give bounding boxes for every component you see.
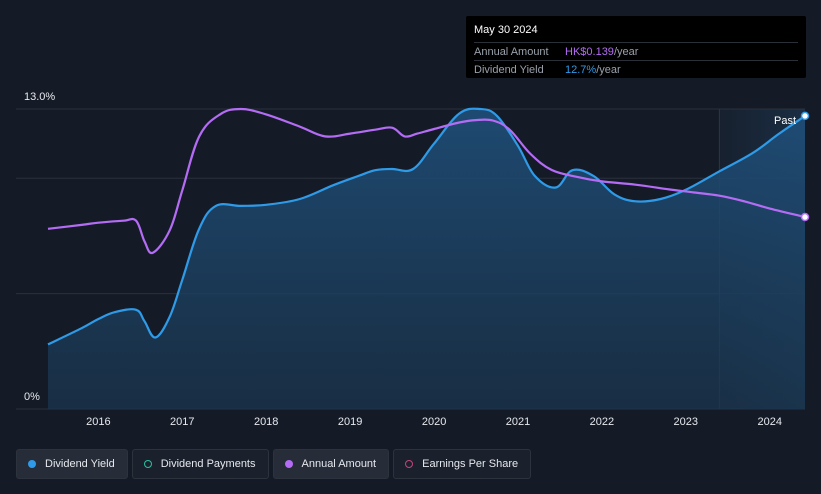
- legend-earnings-per-share[interactable]: Earnings Per Share: [393, 449, 532, 479]
- legend-dot-earnings-per-share: [405, 460, 414, 468]
- past-label: Past: [774, 115, 797, 127]
- tooltip-yield-unit: /year: [596, 63, 621, 76]
- tooltip-yield-value: 12.7%: [565, 63, 597, 76]
- legend-label-dividend-yield: Dividend Yield: [45, 458, 115, 470]
- x-tick-2020: 2020: [421, 416, 447, 428]
- x-tick-2022: 2022: [589, 416, 615, 428]
- x-tick-2019: 2019: [337, 416, 363, 428]
- legend: Dividend Yield Dividend Payments Annual …: [16, 449, 532, 479]
- tooltip-annual-value: HK$0.139: [565, 45, 614, 58]
- x-tick-2023: 2023: [673, 416, 699, 428]
- annual-amount-line: [47, 107, 806, 255]
- dividend-yield-area: [48, 108, 805, 410]
- x-tick-2018: 2018: [253, 416, 279, 428]
- tooltip-row-annual: Annual Amount HK$0.139 /year: [474, 42, 798, 60]
- legend-label-annual-amount: Annual Amount: [301, 458, 377, 470]
- dividend-yield-fill: [48, 108, 805, 410]
- x-tick-2024: 2024: [757, 416, 783, 428]
- legend-label-earnings-per-share: Earnings Per Share: [422, 458, 519, 470]
- series-lines: [47, 107, 806, 346]
- legend-dot-dividend-payments: [143, 460, 152, 468]
- x-tick-2017: 2017: [170, 416, 195, 428]
- y-tick-top: 13.0%: [24, 91, 56, 103]
- tooltip-date: May 30 2024: [474, 24, 538, 36]
- annual-amount-end-marker: [800, 212, 810, 222]
- tooltip-annual-label: Annual Amount: [474, 45, 549, 58]
- tooltip-row-yield: Dividend Yield 12.7% /year: [474, 60, 798, 78]
- legend-dividend-yield[interactable]: Dividend Yield: [16, 449, 128, 479]
- legend-label-dividend-payments: Dividend Payments: [160, 458, 256, 470]
- dividend-yield-line: [47, 107, 806, 346]
- tooltip-yield-label: Dividend Yield: [474, 63, 544, 76]
- end-markers: [800, 111, 810, 222]
- legend-annual-amount[interactable]: Annual Amount: [272, 449, 390, 479]
- legend-dot-annual-amount: [284, 460, 293, 468]
- x-tick-2021: 2021: [505, 416, 531, 428]
- x-tick-2016: 2016: [86, 416, 111, 428]
- tooltip-annual-unit: /year: [613, 45, 639, 58]
- legend-dividend-payments[interactable]: Dividend Payments: [131, 449, 269, 479]
- y-tick-bottom: 0%: [24, 391, 40, 403]
- tooltip: May 30 2024 Annual Amount HK$0.139 /year…: [466, 16, 806, 78]
- legend-dot-dividend-yield: [28, 460, 36, 468]
- dividend-yield-end-marker: [800, 111, 810, 121]
